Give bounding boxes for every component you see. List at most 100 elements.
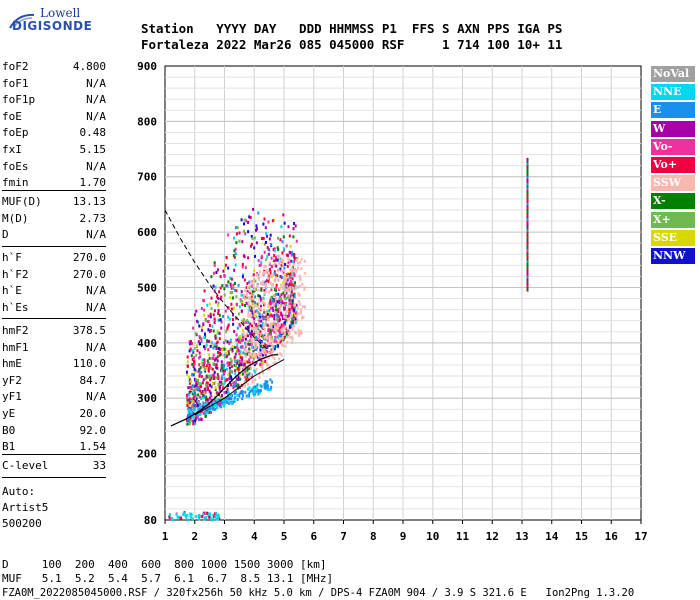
echo-point: [277, 307, 280, 311]
echo-point: [250, 299, 253, 303]
echo-point: [526, 244, 529, 248]
echo-point: [176, 515, 179, 519]
echo-point: [270, 288, 273, 292]
echo-point: [255, 335, 258, 339]
echo-point: [220, 369, 223, 373]
echo-point: [264, 320, 267, 324]
echo-point: [282, 326, 285, 330]
echo-point: [197, 407, 200, 411]
lower-trace-line: [194, 358, 285, 416]
echo-point: [238, 231, 241, 235]
echo-point: [260, 344, 263, 348]
echo-point: [190, 342, 193, 345]
echo-point: [205, 385, 208, 389]
y-tick-label: 700: [137, 171, 157, 184]
echo-point: [298, 274, 301, 278]
echo-point: [277, 269, 280, 273]
echo-point: [231, 345, 234, 349]
param-value: 5.15: [79, 143, 107, 156]
echo-point: [260, 341, 263, 345]
echo-point: [288, 234, 291, 238]
param-value: N/A: [86, 284, 106, 298]
echo-point: [293, 308, 295, 312]
echo-point: [188, 393, 191, 397]
echo-point: [255, 309, 258, 313]
legend-item: NNE: [651, 84, 695, 101]
echo-point: [215, 517, 218, 521]
echo-point: [230, 397, 233, 401]
echo-point: [266, 383, 269, 387]
echo-point: [299, 311, 302, 315]
echo-point: [209, 383, 212, 387]
logo-lowell-text: Lowell: [40, 6, 81, 20]
echo-point: [285, 311, 288, 315]
echo-point: [259, 332, 262, 336]
echo-point: [273, 328, 276, 332]
echo-point: [267, 333, 270, 337]
logo-digisonde-text: DIGISONDE: [12, 19, 93, 33]
echo-point: [286, 335, 289, 339]
param-row: M(D) 2.73: [2, 212, 106, 227]
echo-point: [240, 299, 242, 303]
echo-point: [186, 360, 189, 364]
echo-point: [248, 366, 251, 370]
echo-point: [241, 372, 244, 376]
echo-point: [268, 268, 271, 271]
echo-point: [203, 358, 206, 362]
echo-point: [275, 288, 278, 292]
echo-point: [200, 383, 202, 387]
echo-point: [288, 317, 291, 321]
echo-point: [278, 322, 281, 326]
echo-point: [241, 262, 244, 266]
echo-point: [233, 381, 236, 385]
echo-point: [224, 352, 227, 356]
echo-point: [270, 313, 273, 317]
echo-point: [274, 286, 277, 290]
echo-point: [248, 372, 251, 376]
echo-point: [232, 313, 234, 317]
echo-point: [253, 326, 256, 330]
param-label: D: [2, 228, 9, 242]
echo-point: [283, 295, 286, 299]
echo-point: [285, 244, 288, 248]
legend-item: NNW: [651, 248, 695, 264]
echo-point: [271, 306, 274, 310]
echo-point: [220, 397, 223, 401]
echo-point: [281, 275, 284, 279]
echo-point: [279, 238, 282, 242]
echo-point: [284, 296, 287, 300]
echo-point: [226, 361, 229, 365]
echo-point: [294, 224, 297, 228]
echo-point: [257, 311, 260, 314]
echo-point: [266, 323, 269, 327]
echo-point: [259, 364, 262, 368]
echo-point: [175, 512, 178, 516]
echo-point: [276, 258, 279, 262]
echo-point: [255, 347, 258, 351]
echo-point: [231, 349, 234, 353]
echo-point: [259, 263, 262, 267]
echo-point: [225, 399, 228, 402]
echo-point: [201, 390, 204, 393]
echo-point: [297, 292, 300, 296]
echo-point: [261, 272, 264, 276]
echo-point: [296, 306, 299, 310]
echo-point: [229, 291, 232, 295]
echo-point: [223, 293, 226, 297]
echo-point: [248, 350, 251, 353]
echo-point: [293, 310, 296, 314]
echo-point: [213, 289, 216, 293]
echo-point: [203, 345, 205, 349]
echo-point: [211, 382, 214, 385]
param-value: N/A: [86, 159, 106, 173]
echo-point: [206, 411, 209, 415]
echo-point: [263, 289, 266, 292]
echo-point: [214, 336, 217, 340]
echo-point: [258, 275, 261, 278]
echo-point: [193, 347, 196, 350]
y-tick-label: 600: [137, 226, 157, 239]
echo-point: [235, 226, 237, 230]
echo-point: [289, 307, 292, 311]
echo-point: [285, 309, 288, 313]
echo-point: [270, 256, 273, 260]
